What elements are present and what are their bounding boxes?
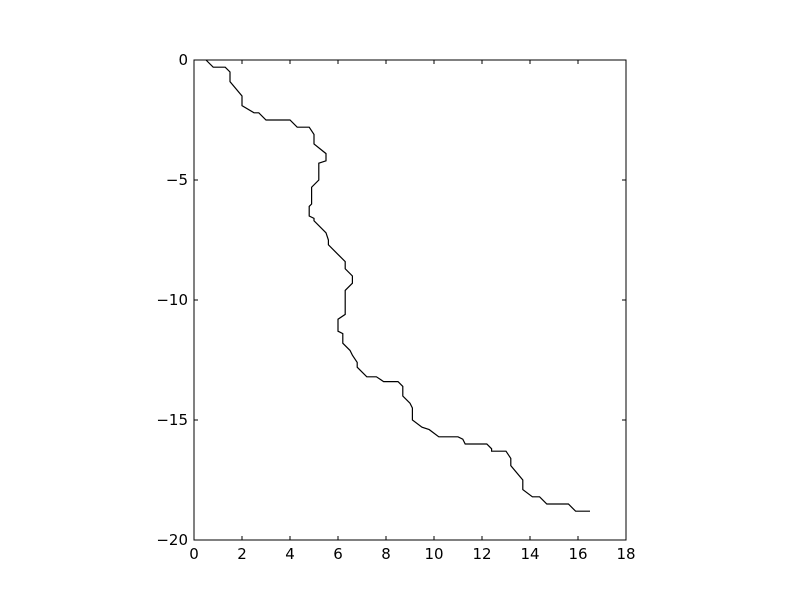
x-tick-label: 4 bbox=[285, 545, 295, 563]
y-axis: 0 −5 −10 −15 −20 bbox=[156, 51, 626, 549]
x-tick-label: 2 bbox=[237, 545, 247, 563]
x-tick-label: 8 bbox=[381, 545, 391, 563]
y-tick-label: −20 bbox=[156, 531, 188, 549]
y-tick-label: −5 bbox=[166, 171, 188, 189]
x-tick-label: 14 bbox=[520, 545, 539, 563]
y-tick-label: 0 bbox=[178, 51, 188, 69]
x-tick-label: 6 bbox=[333, 545, 343, 563]
plot-frame bbox=[193, 59, 627, 541]
x-tick-label: 10 bbox=[424, 545, 443, 563]
x-tick-label: 0 bbox=[189, 545, 199, 563]
y-tick-label: −15 bbox=[156, 411, 188, 429]
series-line-0 bbox=[205, 59, 590, 512]
x-tick-label: 16 bbox=[568, 545, 587, 563]
plot-area bbox=[193, 59, 627, 541]
x-axis: 0 2 4 6 8 10 12 14 16 18 bbox=[189, 60, 636, 563]
x-tick-label: 12 bbox=[472, 545, 491, 563]
y-tick-label: −10 bbox=[156, 291, 188, 309]
x-tick-label: 18 bbox=[616, 545, 635, 563]
